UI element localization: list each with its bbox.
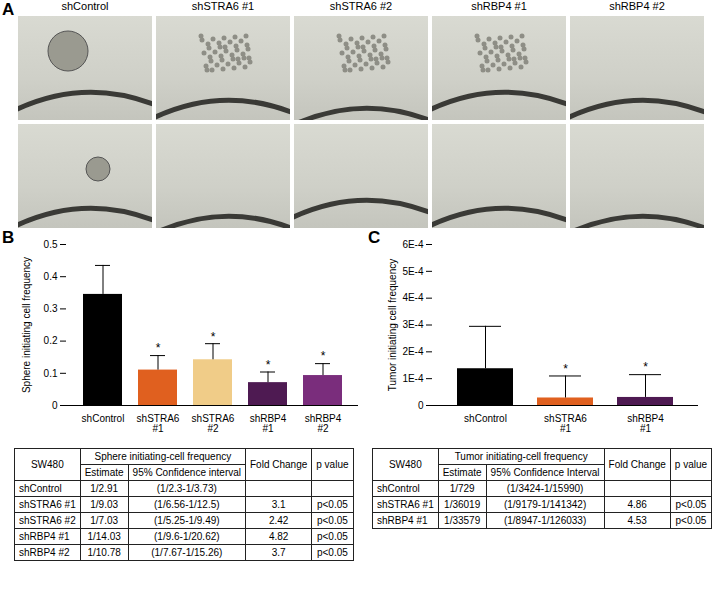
html-text:Estimate: Estimate	[84, 467, 124, 478]
html-text:(1/8947-1/126033): (1/8947-1/126033)	[503, 515, 587, 526]
html-text:(1/7.67-1/15.26): (1/7.67-1/15.26)	[151, 547, 223, 558]
svg-text:0.5: 0.5	[44, 239, 58, 250]
html-text:Estimate: Estimate	[442, 467, 482, 478]
svg-text:0.1: 0.1	[44, 368, 58, 379]
html-text:shRBP4 #1: shRBP4 #1	[377, 515, 428, 526]
html-text:shControl: shControl	[19, 483, 62, 494]
html-text:1/10.78: 1/10.78	[87, 547, 121, 558]
html-text:shRBP4 #1: shRBP4 #1	[471, 0, 527, 12]
html-text:4.53: 4.53	[627, 515, 647, 526]
svg-text:*: *	[156, 341, 161, 355]
html-text:95% Confidence interval: 95% Confidence interval	[132, 467, 241, 478]
html-text:Fold Change: Fold Change	[250, 459, 308, 470]
html-text:shRBP4 #2: shRBP4 #2	[19, 547, 70, 558]
html-text:SW480: SW480	[389, 459, 422, 470]
html-text:1/7.03: 1/7.03	[90, 515, 119, 526]
html-text:4.86: 4.86	[627, 499, 647, 510]
html-text:shSTRA6 #1: shSTRA6 #1	[19, 499, 76, 510]
html-text:(1/6.56-1/12.5): (1/6.56-1/12.5)	[154, 499, 220, 510]
svg-text:*: *	[321, 349, 326, 363]
html-text:(1/9.6-1/20.62): (1/9.6-1/20.62)	[154, 531, 220, 542]
html-text:shSTRA6 #1: shSTRA6 #1	[191, 0, 255, 12]
svg-text:4E-4: 4E-4	[402, 292, 424, 303]
html-text:p value: p value	[674, 459, 708, 470]
svg-text:shRBP4#1: shRBP4#1	[627, 413, 664, 434]
svg-text:*: *	[211, 330, 216, 344]
html-text:95% Confidence Interval: 95% Confidence Interval	[490, 467, 600, 478]
html-text:1/33579: 1/33579	[444, 515, 481, 526]
svg-text:shControl: shControl	[82, 413, 125, 424]
svg-text:shRBP4#2: shRBP4#2	[305, 413, 342, 434]
html-text:1/36019: 1/36019	[444, 499, 481, 510]
html-text:3.1: 3.1	[271, 499, 286, 510]
svg-text:*: *	[563, 362, 568, 376]
html-text:p<0.05: p<0.05	[317, 515, 348, 526]
svg-text:1E-4: 1E-4	[402, 373, 424, 384]
svg-text:2E-4: 2E-4	[402, 346, 424, 357]
html-text:shSTRA6 #1: shSTRA6 #1	[377, 499, 434, 510]
svg-text:0.3: 0.3	[44, 303, 58, 314]
html-text:(1/2.3-1/3.73): (1/2.3-1/3.73)	[156, 483, 217, 494]
html-text:1/9.03: 1/9.03	[90, 499, 119, 510]
svg-text:0: 0	[52, 400, 58, 411]
svg-text:0.4: 0.4	[44, 271, 58, 282]
html-text:1/729: 1/729	[449, 483, 475, 494]
svg-text:shRBP4#1: shRBP4#1	[250, 413, 287, 434]
html-text:shControl: shControl	[61, 0, 109, 12]
html-text:Tumor initiating-cell frequenc: Tumor initiating-cell frequency	[454, 451, 588, 462]
html-text:4.82: 4.82	[268, 531, 289, 542]
html-text:C: C	[368, 228, 381, 247]
svg-text:0.2: 0.2	[44, 335, 58, 346]
svg-text:3E-4: 3E-4	[402, 319, 424, 330]
svg-text:shControl: shControl	[464, 413, 507, 424]
html-text:p<0.05: p<0.05	[675, 499, 707, 510]
html-text:SW480: SW480	[31, 459, 64, 470]
html-text:(1/9179-1/141342): (1/9179-1/141342)	[503, 499, 587, 510]
html-text:2.42: 2.42	[268, 515, 289, 526]
html-text:(1/5.25-1/9.49): (1/5.25-1/9.49)	[154, 515, 220, 526]
svg-text:6E-4: 6E-4	[402, 239, 424, 250]
svg-text:shSTRA6#1: shSTRA6#1	[544, 413, 587, 434]
html-text:Fold Change: Fold Change	[608, 459, 666, 470]
html-text:shRBP4 #1: shRBP4 #1	[19, 531, 70, 542]
html-text:p<0.05: p<0.05	[675, 515, 707, 526]
html-text:B: B	[2, 228, 15, 247]
svg-text:*: *	[643, 360, 648, 374]
html-text:shSTRA6 #2: shSTRA6 #2	[329, 0, 393, 12]
svg-text:shSTRA6#1: shSTRA6#1	[137, 413, 180, 434]
html-text:(1/3424-1/15990): (1/3424-1/15990)	[506, 483, 584, 494]
html-text:p<0.05: p<0.05	[317, 499, 348, 510]
html-text:3.7: 3.7	[271, 547, 286, 558]
html-text:p<0.05: p<0.05	[317, 547, 348, 558]
html-text:A: A	[2, 0, 15, 19]
svg-text:5E-4: 5E-4	[402, 266, 424, 277]
html-text:p<0.05: p<0.05	[317, 531, 348, 542]
html-text:Sphere initiating-cell frequen: Sphere initiating-cell frequency	[94, 451, 232, 462]
html-text:p value: p value	[316, 459, 349, 470]
html-text:shSTRA6 #2: shSTRA6 #2	[19, 515, 76, 526]
svg-text:0: 0	[418, 400, 424, 411]
html-text:1/2.91: 1/2.91	[90, 483, 119, 494]
html-text:shControl: shControl	[377, 483, 420, 494]
svg-text:Tumor initiating cell frequenc: Tumor initiating cell frequency	[387, 259, 398, 391]
svg-text:*: *	[266, 358, 271, 372]
html-text:shRBP4 #2: shRBP4 #2	[609, 0, 665, 12]
svg-text:shSTRA6#2: shSTRA6#2	[192, 413, 235, 434]
svg-text:Sphere initiating cell frequen: Sphere initiating cell frequency	[21, 257, 32, 393]
html-text:1/14.03: 1/14.03	[87, 531, 121, 542]
